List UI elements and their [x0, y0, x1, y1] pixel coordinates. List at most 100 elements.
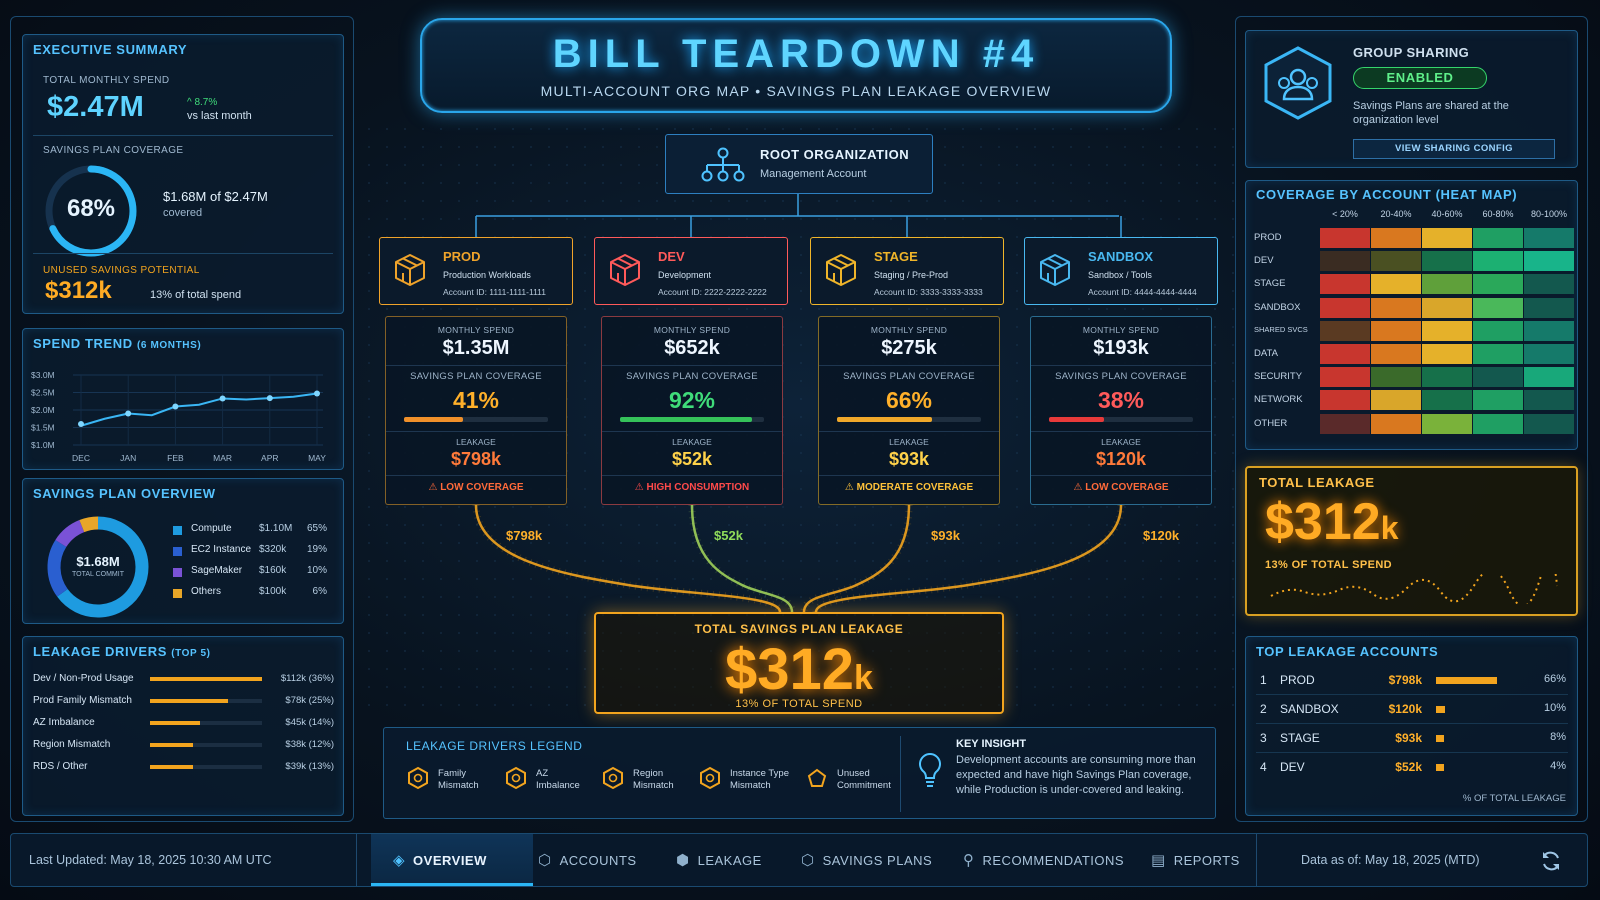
- tab-reports[interactable]: ▤ REPORTS: [1151, 851, 1240, 869]
- heatmap-cell[interactable]: [1473, 413, 1523, 434]
- account-name: PROD: [443, 249, 481, 264]
- root-organization-node[interactable]: ROOT ORGANIZATION Management Account: [665, 134, 933, 194]
- heatmap-cell[interactable]: [1422, 344, 1472, 364]
- heatmap-cell[interactable]: [1524, 344, 1574, 364]
- heatmap-cell[interactable]: [1422, 320, 1472, 341]
- heatmap-col-label: 40-60%: [1431, 209, 1463, 219]
- heatmap-cell[interactable]: [1422, 390, 1472, 411]
- heatmap-cell[interactable]: [1320, 390, 1370, 411]
- account-node-prod[interactable]: PROD Production Workloads Account ID: 1111…: [379, 237, 573, 305]
- refresh-icon[interactable]: [1539, 849, 1563, 873]
- account-id: Account ID: 1111-1111-1111: [443, 287, 547, 297]
- heatmap-cell[interactable]: [1473, 297, 1523, 318]
- heatmap-cell[interactable]: [1524, 297, 1574, 318]
- top-account-name: STAGE: [1280, 731, 1320, 745]
- heatmap-cell[interactable]: [1524, 413, 1574, 434]
- heatmap-cell[interactable]: [1524, 320, 1574, 341]
- heatmap-cell[interactable]: [1371, 251, 1421, 272]
- heatmap-cell[interactable]: [1473, 344, 1523, 364]
- monthly-spend-label: MONTHLY SPEND: [1082, 325, 1160, 335]
- heatmap-cell[interactable]: [1371, 297, 1421, 318]
- heatmap-cell[interactable]: [1524, 367, 1574, 388]
- account-node-stage[interactable]: STAGE Staging / Pre-Prod Account ID: 3333-…: [810, 237, 1004, 305]
- root-organization-subtitle: Management Account: [760, 168, 867, 180]
- heatmap-cell[interactable]: [1320, 367, 1370, 388]
- heatmap-cell[interactable]: [1371, 228, 1421, 248]
- heatmap-cell[interactable]: [1320, 344, 1370, 364]
- heatmap-col-label: 60-80%: [1482, 209, 1514, 219]
- view-sharing-config-button[interactable]: VIEW SHARING CONFIG: [1353, 139, 1555, 159]
- driver-bar: [150, 743, 193, 747]
- heatmap-cell[interactable]: [1371, 344, 1421, 364]
- heatmap-cell[interactable]: [1422, 251, 1472, 272]
- heatmap-cell[interactable]: [1524, 390, 1574, 411]
- heatmap-title: COVERAGE BY ACCOUNT (HEAT MAP): [1256, 187, 1518, 202]
- coverage-label: SAVINGS PLAN COVERAGE: [43, 145, 184, 156]
- heatmap-cell[interactable]: [1320, 297, 1370, 318]
- key-insight-text: Development accounts are consuming more …: [956, 754, 1196, 796]
- top-account-bar: [1436, 706, 1446, 713]
- heatmap-cell[interactable]: [1320, 251, 1370, 272]
- account-node-dev[interactable]: DEV Development Account ID: 2222-2222-2222: [594, 237, 788, 305]
- heatmap-cell[interactable]: [1422, 367, 1472, 388]
- heatmap-cell[interactable]: [1320, 228, 1370, 248]
- heatmap-cell[interactable]: [1320, 413, 1370, 434]
- coverage-bar: [404, 417, 548, 422]
- page-header: BILL TEARDOWN #4 MULTI-ACCOUNT ORG MAP •…: [420, 18, 1172, 113]
- tab-overview[interactable]: ◈ OVERVIEW: [393, 851, 487, 869]
- total-leakage-note: 13% OF TOTAL SPEND: [735, 698, 863, 710]
- heatmap-cell[interactable]: [1371, 390, 1421, 411]
- trend-y-tick: $1.0M: [31, 440, 55, 450]
- heatmap-cell[interactable]: [1473, 390, 1523, 411]
- tab-accounts[interactable]: ⬡ ACCOUNTS: [538, 851, 637, 869]
- leakage-drivers-panel: LEAKAGE DRIVERS (TOP 5) Dev / Non-Prod U…: [22, 636, 344, 816]
- heatmap-cell[interactable]: [1524, 228, 1574, 248]
- account-node-sandbox[interactable]: SANDBOX Sandbox / Tools Account ID: 4444-4…: [1024, 237, 1218, 305]
- heatmap-cell[interactable]: [1524, 274, 1574, 295]
- heatmap-cell[interactable]: [1320, 274, 1370, 295]
- top-account-value: $120k: [1388, 702, 1422, 716]
- tab-savings-plans[interactable]: ⬡ SAVINGS PLANS: [801, 851, 932, 869]
- sp-legend-swatch: [173, 568, 182, 577]
- heatmap-cell[interactable]: [1320, 320, 1370, 341]
- heatmap-cell[interactable]: [1371, 413, 1421, 434]
- account-card-prod[interactable]: MONTHLY SPEND $1.35M SAVINGS PLAN COVERAGE…: [385, 316, 567, 505]
- legend-label: AZ Imbalance: [536, 768, 580, 791]
- heatmap-cell[interactable]: [1371, 367, 1421, 388]
- account-card-stage[interactable]: MONTHLY SPEND $275k SAVINGS PLAN COVERAGE 6…: [818, 316, 1000, 505]
- tab-recommendations[interactable]: ⚲ RECOMMENDATIONS: [963, 851, 1124, 869]
- total-leakage-label: TOTAL SAVINGS PLAN LEAKAGE: [694, 622, 904, 636]
- legend-title: LEAKAGE DRIVERS LEGEND: [406, 739, 583, 753]
- heatmap-cell[interactable]: [1473, 251, 1523, 272]
- heatmap-cell[interactable]: [1524, 251, 1574, 272]
- heatmap-cell[interactable]: [1422, 297, 1472, 318]
- coverage-bar: [620, 417, 764, 422]
- heatmap-cell[interactable]: [1371, 274, 1421, 295]
- heatmap-cell[interactable]: [1473, 367, 1523, 388]
- heatmap-cell[interactable]: [1473, 274, 1523, 295]
- heatmap-cell[interactable]: [1422, 413, 1472, 434]
- account-card-sandbox[interactable]: MONTHLY SPEND $193k SAVINGS PLAN COVERAGE 3…: [1030, 316, 1212, 505]
- sp-legend-swatch: [173, 589, 182, 598]
- donut-slice: [47, 539, 68, 597]
- leakage-sparkline: [1270, 574, 1558, 604]
- trend-y-tick: $1.5M: [31, 423, 55, 433]
- heatmap-cell[interactable]: [1473, 228, 1523, 248]
- heatmap-cell[interactable]: [1422, 228, 1472, 248]
- account-card-dev[interactable]: MONTHLY SPEND $652k SAVINGS PLAN COVERAGE 9…: [601, 316, 783, 505]
- sp-legend-name: SageMaker: [191, 565, 243, 576]
- heatmap-cell[interactable]: [1371, 320, 1421, 341]
- legend-icon: [700, 766, 720, 790]
- heatmap-row-label: SECURITY: [1254, 371, 1303, 383]
- heatmap-cell[interactable]: [1422, 274, 1472, 295]
- sp-overview-donut: [47, 516, 149, 618]
- sp-legend-amount: $1.10M: [259, 523, 293, 534]
- driver-bar-track: [150, 743, 262, 747]
- top-account-rank: 1: [1260, 673, 1267, 687]
- coverage-amount: $1.68M of $2.47M: [163, 189, 268, 204]
- top-account-bar: [1436, 764, 1444, 771]
- heatmap-cell[interactable]: [1473, 320, 1523, 341]
- tab-leakage[interactable]: ⬢ LEAKAGE: [676, 851, 762, 869]
- account-id: Account ID: 4444-4444-4444: [1088, 287, 1197, 297]
